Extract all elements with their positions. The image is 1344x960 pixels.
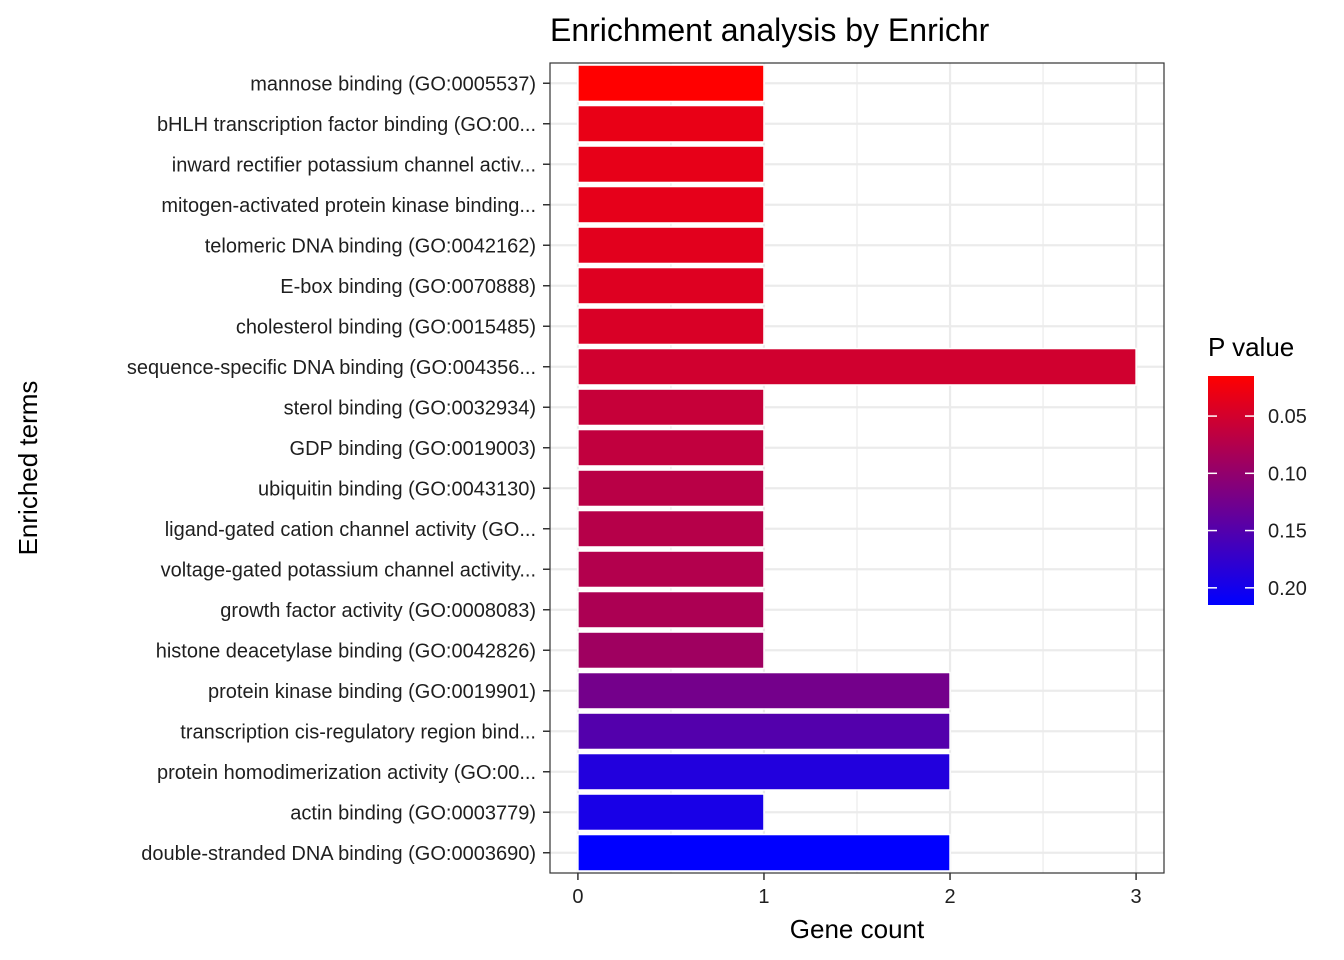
x-tick-label: 2 [944, 886, 955, 908]
bar [577, 469, 765, 508]
x-tick-label: 3 [1131, 886, 1142, 908]
y-tick-label: transcription cis-regulatory region bind… [180, 721, 536, 743]
x-axis: 0 1 2 3 [572, 873, 1142, 908]
legend-tick-label: 0.10 [1268, 463, 1307, 485]
y-tick-label: GDP binding (GO:0019003) [290, 438, 536, 460]
legend-title: P value [1208, 332, 1294, 362]
y-tick-label: ligand-gated cation channel activity (GO… [165, 519, 536, 541]
chart-title: Enrichment analysis by Enrichr [550, 12, 990, 48]
y-tick-label: voltage-gated potassium channel activity… [161, 559, 536, 581]
bar [577, 833, 951, 872]
y-tick-label: growth factor activity (GO:0008083) [220, 600, 536, 622]
bar [577, 509, 765, 548]
bar [577, 145, 765, 184]
y-tick-label: protein kinase binding (GO:0019901) [208, 681, 536, 703]
legend-tick-label: 0.15 [1268, 521, 1307, 543]
y-tick-label: mitogen-activated protein kinase binding… [161, 195, 536, 217]
legend-colorbar [1208, 376, 1254, 605]
bar [577, 185, 765, 224]
bar [577, 307, 765, 346]
bar [577, 388, 765, 427]
y-tick-label: inward rectifier potassium channel activ… [172, 154, 536, 176]
y-tick-label: actin binding (GO:0003779) [290, 802, 536, 824]
x-tick-label: 1 [758, 886, 769, 908]
bar [577, 550, 765, 589]
bars [577, 64, 1137, 872]
bar [577, 266, 765, 305]
legend-tick-label: 0.05 [1268, 406, 1307, 428]
bar [577, 226, 765, 265]
bar [577, 671, 951, 710]
y-tick-label: telomeric DNA binding (GO:0042162) [205, 235, 536, 257]
bar [577, 64, 765, 103]
panel-border [549, 62, 1165, 874]
legend-tick-label: 0.20 [1268, 578, 1307, 600]
bar [577, 631, 765, 670]
bar [577, 590, 765, 629]
y-tick-label: histone deacetylase binding (GO:0042826) [156, 640, 536, 662]
y-axis: mannose binding (GO:0005537) bHLH transcr… [127, 73, 550, 865]
y-tick-label: double-stranded DNA binding (GO:0003690) [141, 843, 536, 865]
bar [577, 712, 951, 751]
y-tick-label: E-box binding (GO:0070888) [280, 276, 536, 298]
bar [577, 347, 1137, 386]
y-tick-label: bHLH transcription factor binding (GO:00… [157, 114, 536, 136]
y-tick-label: sequence-specific DNA binding (GO:004356… [127, 357, 536, 379]
y-tick-label: ubiquitin binding (GO:0043130) [258, 478, 536, 500]
x-axis-title: Gene count [790, 914, 925, 944]
y-tick-label: cholesterol binding (GO:0015485) [236, 316, 536, 338]
y-axis-title: Enriched terms [13, 381, 43, 556]
bar [577, 793, 765, 832]
y-tick-label: sterol binding (GO:0032934) [284, 397, 536, 419]
legend-ticks: 0.05 0.10 0.15 0.20 [1208, 406, 1307, 600]
bar [577, 752, 951, 791]
x-tick-label: 0 [572, 886, 583, 908]
y-tick-label: mannose binding (GO:0005537) [250, 73, 536, 95]
bar [577, 428, 765, 467]
bar [577, 104, 765, 143]
legend: P value 0.05 0.10 0.15 0.20 [1208, 332, 1307, 605]
y-tick-label: protein homodimerization activity (GO:00… [157, 762, 536, 784]
